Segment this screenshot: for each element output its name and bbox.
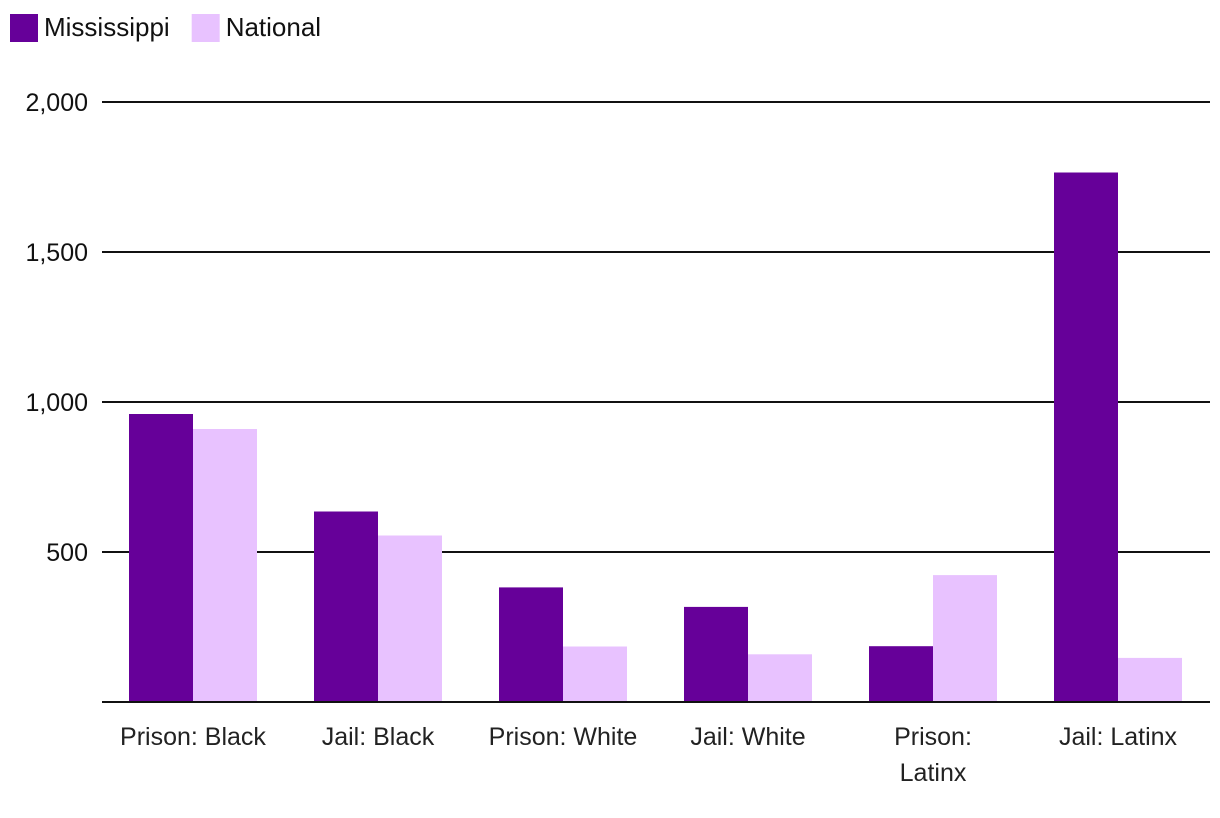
bar-mississippi-5 xyxy=(1054,172,1118,702)
gridlines: 500 1,000 1,500 2,000 xyxy=(25,89,1210,567)
x-tick-label: Prison: Latinx xyxy=(894,723,972,787)
bar-national-0 xyxy=(193,429,257,702)
legend-swatch-national xyxy=(191,14,220,42)
bars xyxy=(129,172,1182,702)
x-tick-label: Jail: Black xyxy=(322,723,435,751)
y-tick-label: 2,000 xyxy=(25,89,88,117)
y-tick-label: 1,000 xyxy=(25,389,88,417)
legend-label-national: National xyxy=(226,12,321,42)
bar-national-3 xyxy=(748,654,812,702)
x-tick-label-line: Jail: Black xyxy=(322,723,435,751)
legend: Mississippi National xyxy=(10,12,321,42)
y-tick-label: 1,500 xyxy=(25,239,88,267)
x-tick-label-line: Jail: White xyxy=(690,723,805,751)
legend-swatch-mississippi xyxy=(10,14,38,42)
x-tick-label-line: Prison: White xyxy=(489,723,638,751)
x-tick-label: Jail: Latinx xyxy=(1059,723,1178,751)
bar-national-5 xyxy=(1118,657,1182,702)
bar-national-2 xyxy=(563,646,627,702)
x-tick-label-line: Latinx xyxy=(900,759,967,787)
bar-mississippi-2 xyxy=(499,587,563,702)
bar-mississippi-3 xyxy=(684,606,748,702)
x-tick-label: Prison: Black xyxy=(120,723,266,751)
x-tick-label-line: Jail: Latinx xyxy=(1059,723,1178,751)
legend-label-mississippi: Mississippi xyxy=(44,12,170,42)
bar-mississippi-4 xyxy=(869,646,933,702)
bar-mississippi-0 xyxy=(129,414,193,702)
x-tick-label-line: Prison: xyxy=(894,723,972,751)
x-tick-label: Jail: White xyxy=(690,723,805,751)
bar-mississippi-1 xyxy=(314,511,378,702)
bar-national-1 xyxy=(378,535,442,702)
x-axis: Prison: Black Jail: Black Prison: White Jai… xyxy=(102,701,1210,787)
x-tick-label-line: Prison: Black xyxy=(120,723,266,751)
bar-national-4 xyxy=(933,575,997,702)
y-tick-label: 500 xyxy=(46,539,88,567)
x-tick-label: Prison: White xyxy=(489,723,638,751)
